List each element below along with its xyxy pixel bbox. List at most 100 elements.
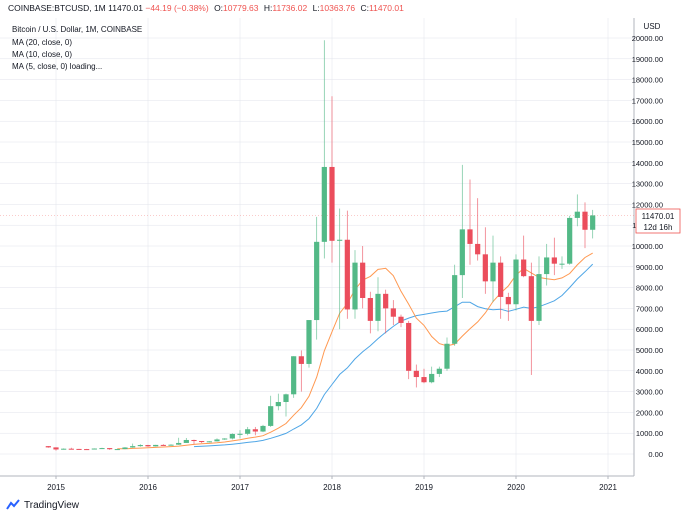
price-tick-label: 4000.00 [636,367,663,376]
price-tick-label: 6000.00 [636,325,663,334]
price-tick-label: 7000.00 [636,304,663,313]
price-tick-label: 13000.00 [632,180,663,189]
candle-down [160,444,166,446]
candle-up [314,241,320,321]
currency-label: USD [644,22,661,31]
candle-down [521,259,527,277]
candle-up [352,262,358,310]
brand-name: TradingView [24,499,80,511]
price-tick-label: 5000.00 [636,346,663,355]
candle-up [61,448,67,450]
price-tick-label: 8000.00 [636,284,663,293]
price-tick-label: 16000.00 [632,117,663,126]
time-tick-label: 2018 [323,483,341,492]
candle-up [214,439,220,442]
candle-down [145,445,151,447]
candle-up [452,275,458,344]
candle-up [229,433,235,439]
price-tick-label: 9000.00 [636,263,663,272]
candle-down [467,229,473,244]
candle-down [360,262,366,298]
candle-down [84,449,90,451]
candle-down [53,447,59,450]
low-label: L: [312,3,320,13]
candle-up [245,429,251,434]
price-tick-label: 19000.00 [632,55,663,64]
candle-down [68,448,74,450]
price-tick-label: 1000.00 [636,429,663,438]
candle-up [275,402,281,407]
candle-up [375,293,381,321]
candle-up [237,433,243,435]
candle-down [406,322,412,371]
price-tick-label: 10000.00 [632,242,663,251]
price-tick-label: 20000.00 [632,34,663,43]
price-tick-label: 12000.00 [632,200,663,209]
ma5-legend[interactable]: MA (5, close, 0) loading... [12,62,103,71]
low-value: 10363.76 [319,3,356,13]
chart-title: Bitcoin / U.S. Dollar, 1M, COINBASE [12,25,143,34]
candle-down [482,254,488,282]
candle-up [574,211,580,218]
candle-up [206,441,212,443]
ma10-legend[interactable]: MA (10, close, 0) [12,50,73,59]
last-price: 11470.01 [108,3,143,13]
candle-up [291,356,297,395]
candle-up [536,274,542,321]
candle-down [413,370,419,378]
bar-countdown: 12d 16h [644,223,673,232]
price-tick-label: 15000.00 [632,138,663,147]
price-tick-label: 14000.00 [632,159,663,168]
candle-down [421,377,427,383]
time-tick-label: 2020 [507,483,525,492]
candle-up [283,394,289,402]
close-label: C: [360,3,370,13]
time-tick-label: 2015 [47,483,65,492]
price-axis[interactable]: 0.00 1000.00 2000.00 3000.00 4000.00 5000.00 6… [632,34,663,459]
candle-down [398,316,404,323]
candle-up [306,320,312,364]
candle-up [168,444,174,446]
candle-down [45,446,51,448]
candle-down [390,308,396,317]
candle-down [498,262,504,297]
time-tick-label: 2017 [231,483,249,492]
candle-down [298,356,304,364]
candle-up [260,425,266,432]
candle-down [528,276,534,321]
ma20-line [193,263,594,448]
candle-up [222,438,228,440]
time-axis[interactable]: 2015 2016 2017 2018 2019 2020 2021 [47,476,617,492]
last-price-tag-value: 11470.01 [642,212,675,221]
candle-up [176,442,182,445]
candle-up [513,259,519,305]
time-tick-label: 2021 [599,483,617,492]
candle-down [199,441,205,443]
candle-up [153,444,159,447]
candle-down [367,298,373,321]
candle-up [321,166,327,242]
price-tick-label: 18000.00 [632,76,663,85]
candle-up [268,406,274,426]
high-value: 11736.02 [272,3,308,13]
candle-up [444,343,450,369]
candle-down [252,429,258,432]
candle-down [344,239,350,310]
candle-down [582,211,588,230]
price-tick-label: 0.00 [648,450,663,459]
symbol-header: COINBASE:BTCUSD, 1M 11470.01 −44.19 (−0.… [8,3,404,13]
candle-up [337,239,343,241]
high-label: H: [263,3,273,13]
price-tick-label: 2000.00 [636,408,663,417]
ma20-legend[interactable]: MA (20, close, 0) [12,38,73,47]
candle-up [490,262,496,282]
candle-up [567,217,573,264]
candle-up [429,373,435,383]
candle-down [107,448,113,450]
tradingview-brand[interactable]: TradingView [6,499,79,511]
price-tick-label: 3000.00 [636,388,663,397]
symbol-name[interactable]: COINBASE:BTCUSD, 1M [8,3,106,13]
candle-down [76,448,82,450]
candle-up [183,439,189,443]
